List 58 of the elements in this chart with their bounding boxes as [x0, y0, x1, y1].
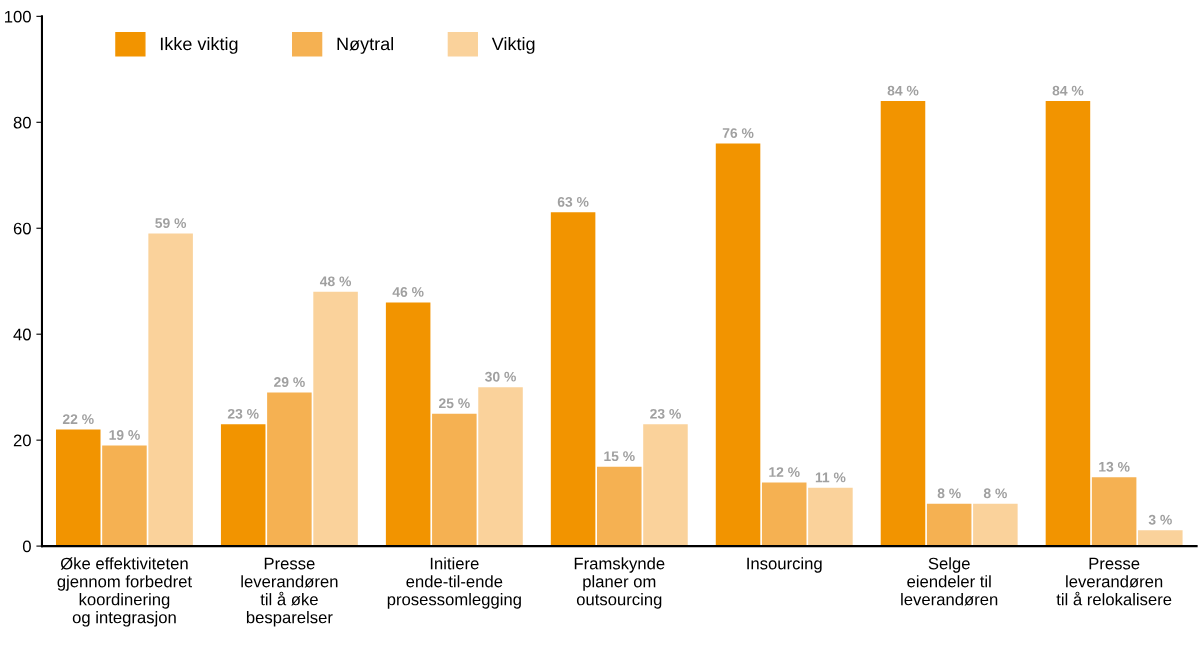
data-label: 59 %: [155, 218, 187, 229]
y-tick-label: 20: [13, 434, 31, 447]
data-label: 63 %: [557, 197, 589, 207]
bar: [148, 233, 193, 547]
data-label: 23 %: [227, 408, 259, 419]
data-label: 48 %: [319, 276, 352, 287]
legend-label: Ikke viktig: [160, 37, 238, 54]
bar: [550, 212, 596, 547]
data-label: 84 %: [887, 85, 919, 96]
data-label: 3 %: [1148, 514, 1172, 525]
x-tick-label: Presse leverandøren til å øke besparelser: [241, 557, 338, 627]
bar: [220, 424, 266, 547]
legend-label: Viktig: [491, 37, 535, 54]
y-tick-label: 60: [13, 222, 31, 235]
data-label: 13 %: [1099, 461, 1130, 472]
data-label: 22 %: [62, 414, 94, 424]
bar: [267, 392, 312, 547]
y-tick-label: 40: [13, 328, 31, 341]
data-label: 30 %: [485, 371, 516, 382]
x-tick-label: Øke effektiviteten gjennom forbedret koordinering og integrasjon: [57, 557, 192, 627]
data-label: 29 %: [274, 377, 305, 387]
bar: [715, 143, 761, 547]
bar: [385, 302, 431, 547]
bar: [1091, 477, 1137, 547]
bar: [761, 482, 807, 547]
bar: [1045, 101, 1091, 547]
y-tick-label: 80: [13, 116, 31, 129]
x-tick-label: Presse leverandøren til å relokalisere: [1056, 557, 1172, 606]
data-label: 11 %: [815, 472, 846, 483]
y-tick-label: 0: [22, 540, 31, 553]
data-label: 8 %: [937, 488, 961, 499]
bar: [597, 466, 642, 547]
data-label: 19 %: [109, 430, 140, 440]
bar: [880, 101, 926, 547]
bar: [1138, 530, 1183, 547]
x-tick-label: Framskynde planer om outsourcing: [574, 557, 665, 609]
bar: [432, 413, 477, 547]
data-label: 84 %: [1052, 85, 1084, 96]
data-label: 46 %: [392, 287, 424, 297]
x-tick-label: Selge eiendeler til leverandøren: [901, 557, 998, 606]
data-label: 23 %: [650, 408, 681, 419]
data-label: 12 %: [769, 467, 800, 477]
bar: [973, 503, 1018, 547]
data-label: 15 %: [604, 451, 635, 462]
data-label: 8 %: [983, 488, 1007, 499]
bar: [808, 487, 853, 547]
bar: [643, 424, 688, 547]
x-tick-label: Initiere ende-til-ende prosessomlegging: [387, 557, 521, 609]
data-label: 25 %: [438, 398, 470, 409]
x-tick-label: Insourcing: [747, 557, 822, 573]
y-tick-label: 100: [5, 10, 31, 23]
bar: [102, 445, 147, 547]
legend-label: Nøytral: [337, 37, 394, 54]
bar: [926, 503, 972, 547]
bar: [478, 387, 523, 547]
bar: [55, 429, 101, 547]
data-label: 76 %: [722, 128, 754, 138]
bar: [313, 291, 358, 547]
